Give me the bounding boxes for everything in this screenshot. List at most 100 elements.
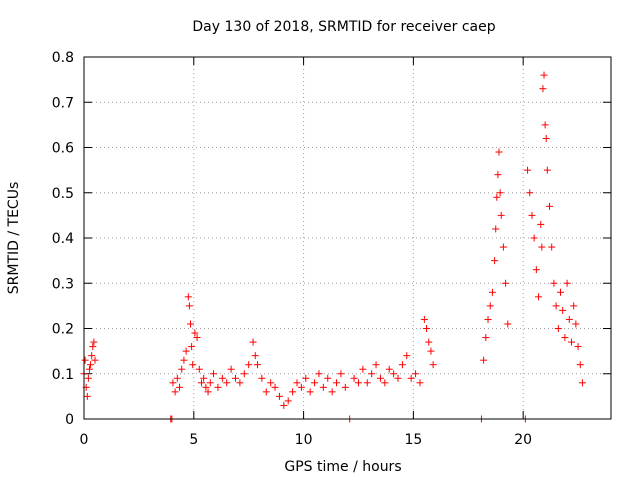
data-point <box>535 293 543 301</box>
data-point <box>372 361 380 369</box>
data-point <box>311 379 319 387</box>
data-point <box>502 279 510 287</box>
data-point <box>289 388 297 396</box>
data-point <box>565 315 573 323</box>
data-point <box>236 379 244 387</box>
data-point <box>363 379 371 387</box>
data-point <box>550 279 558 287</box>
data-point <box>567 338 575 346</box>
data-point <box>574 343 582 351</box>
data-point <box>214 383 222 391</box>
chart-title: Day 130 of 2018, SRMTID for receiver cae… <box>192 19 495 35</box>
data-point <box>541 121 549 129</box>
data-point <box>191 329 199 337</box>
data-point <box>182 347 190 355</box>
data-point <box>540 71 548 79</box>
data-point <box>538 243 546 251</box>
data-point <box>189 361 197 369</box>
data-point <box>188 343 196 351</box>
data-point <box>385 365 393 373</box>
x-axis-label: GPS time / hours <box>284 459 401 475</box>
data-point <box>262 388 270 396</box>
data-point <box>232 374 240 382</box>
data-point <box>267 379 275 387</box>
data-point <box>337 370 345 378</box>
x-tick-label: 15 <box>404 432 422 448</box>
data-point <box>563 279 571 287</box>
y-tick-label: 0.7 <box>52 95 74 111</box>
data-point <box>83 392 91 400</box>
data-point <box>315 370 323 378</box>
data-point <box>223 379 231 387</box>
data-point <box>493 193 501 201</box>
data-point <box>195 365 203 373</box>
y-tick-label: 0.5 <box>52 186 74 202</box>
data-point <box>420 315 428 323</box>
data-point <box>359 365 367 373</box>
data-point <box>559 306 567 314</box>
data-point <box>284 397 292 405</box>
data-point <box>480 356 488 364</box>
data-point <box>258 374 266 382</box>
x-tick-label: 20 <box>514 432 532 448</box>
data-point <box>578 379 586 387</box>
data-point <box>368 370 376 378</box>
data-point <box>297 383 305 391</box>
data-point <box>193 334 201 342</box>
data-point <box>171 388 179 396</box>
data-point <box>486 302 494 310</box>
data-point <box>412 370 420 378</box>
data-point <box>302 374 310 382</box>
data-points <box>80 71 586 423</box>
data-point <box>491 257 499 265</box>
data-point <box>251 352 259 360</box>
data-point <box>275 392 283 400</box>
data-point <box>532 266 540 274</box>
data-point <box>427 347 435 355</box>
y-tick-label: 0 <box>65 412 74 428</box>
data-point <box>185 302 193 310</box>
data-point <box>528 211 536 219</box>
data-point <box>561 334 569 342</box>
data-point <box>240 370 248 378</box>
data-point <box>416 379 424 387</box>
data-point <box>548 243 556 251</box>
y-axis-label: SRMTID / TECUs <box>6 182 22 295</box>
data-point <box>526 189 534 197</box>
y-tick-label: 0.1 <box>52 367 74 383</box>
data-point <box>280 401 288 409</box>
data-point <box>570 302 578 310</box>
data-point <box>350 374 358 382</box>
grid-lines <box>84 57 611 419</box>
data-point <box>499 243 507 251</box>
data-point <box>271 383 279 391</box>
data-point <box>496 189 504 197</box>
data-point <box>218 374 226 382</box>
data-point <box>425 338 433 346</box>
data-point <box>354 379 362 387</box>
data-point <box>319 383 327 391</box>
data-point <box>482 334 490 342</box>
data-point <box>546 202 554 210</box>
data-point <box>85 365 93 373</box>
data-point <box>537 220 545 228</box>
x-tick-label: 5 <box>189 432 198 448</box>
y-tick-label: 0.3 <box>52 276 74 292</box>
y-tick-label: 0.8 <box>52 50 74 66</box>
data-point <box>394 374 402 382</box>
data-point <box>197 379 205 387</box>
data-point <box>87 361 95 369</box>
data-point <box>407 374 415 382</box>
data-point <box>202 383 210 391</box>
data-point <box>543 166 551 174</box>
data-point <box>91 356 99 364</box>
data-point <box>390 370 398 378</box>
data-point <box>488 288 496 296</box>
data-point <box>169 379 177 387</box>
data-point <box>186 320 194 328</box>
data-point <box>81 356 89 364</box>
data-point <box>341 383 349 391</box>
data-point <box>398 361 406 369</box>
data-point <box>90 338 98 346</box>
data-point <box>576 361 584 369</box>
